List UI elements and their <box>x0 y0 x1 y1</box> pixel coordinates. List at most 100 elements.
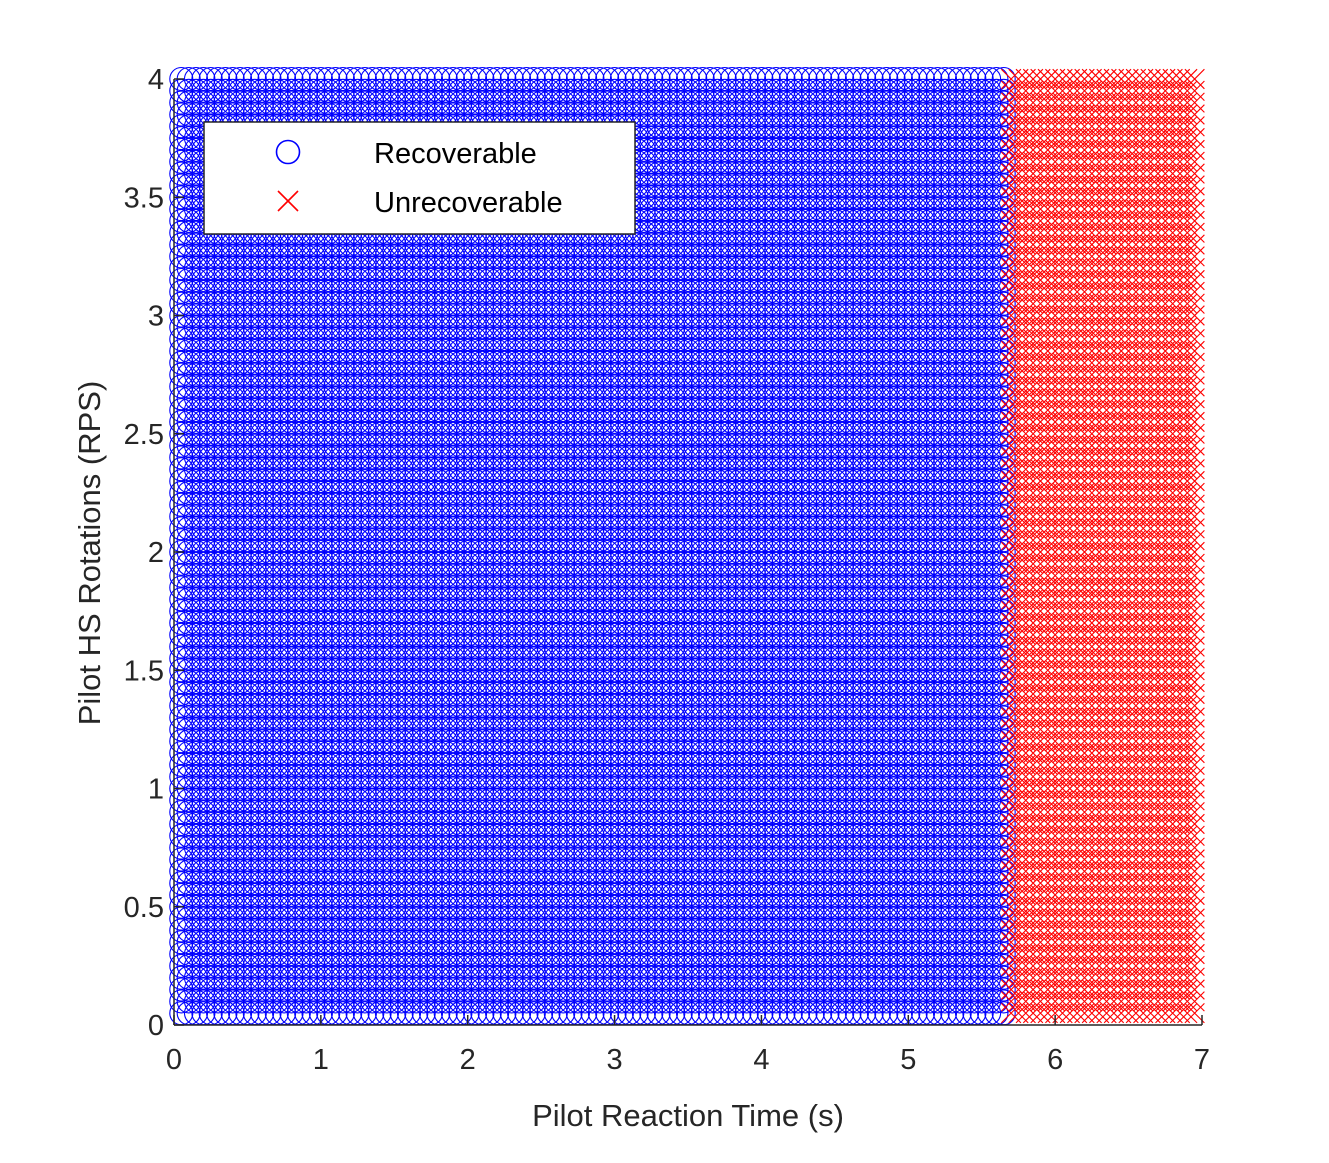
data-point-recoverable <box>264 918 289 943</box>
data-point-recoverable <box>631 953 656 978</box>
data-point-recoverable <box>734 989 759 1014</box>
data-point-recoverable <box>565 953 590 978</box>
data-point-recoverable <box>888 941 913 967</box>
data-point-recoverable <box>639 941 664 967</box>
data-point-recoverable <box>639 906 664 931</box>
data-point-recoverable <box>631 965 656 990</box>
data-point-recoverable <box>183 930 209 955</box>
data-point-recoverable <box>837 989 862 1014</box>
data-point-recoverable <box>418 989 444 1014</box>
data-point-recoverable <box>206 894 231 919</box>
data-point-recoverable <box>543 977 568 1002</box>
data-point-recoverable <box>756 953 781 978</box>
data-point-recoverable <box>918 977 943 1002</box>
data-point-recoverable <box>881 941 906 967</box>
data-point-recoverable <box>830 930 855 955</box>
data-point-recoverable <box>764 918 789 943</box>
data-point-recoverable <box>448 941 473 967</box>
data-point-recoverable <box>705 918 730 943</box>
data-point-recoverable <box>440 989 466 1014</box>
data-point-recoverable <box>382 930 407 955</box>
data-point-recoverable <box>499 977 524 1002</box>
data-point-recoverable <box>756 906 781 931</box>
data-point-recoverable <box>602 977 627 1002</box>
data-point-recoverable <box>580 953 605 978</box>
data-point-recoverable <box>426 977 451 1002</box>
data-point-recoverable <box>257 906 282 931</box>
data-point-recoverable <box>543 953 568 978</box>
data-point-recoverable <box>800 918 825 943</box>
data-point-recoverable <box>536 894 561 919</box>
data-point-recoverable <box>316 894 341 919</box>
data-point-recoverable <box>639 977 664 1002</box>
data-point-recoverable <box>228 918 253 943</box>
data-point-recoverable <box>881 930 906 955</box>
data-point-recoverable <box>624 894 649 919</box>
data-point-recoverable <box>529 941 554 967</box>
data-point-recoverable <box>250 965 275 990</box>
data-point-recoverable <box>683 977 708 1002</box>
data-point-recoverable <box>191 906 216 931</box>
data-point-recoverable <box>551 930 576 955</box>
data-point-recoverable <box>360 930 385 955</box>
data-point-recoverable <box>969 953 994 978</box>
data-point-recoverable <box>257 894 282 919</box>
data-point-recoverable <box>463 894 488 919</box>
data-point-recoverable <box>499 894 524 919</box>
data-point-recoverable <box>653 941 679 967</box>
data-point-recoverable <box>675 977 701 1002</box>
data-point-recoverable <box>477 953 502 978</box>
data-point-recoverable <box>903 930 928 955</box>
data-point-recoverable <box>756 930 781 955</box>
data-point-recoverable <box>954 965 980 990</box>
data-point-recoverable <box>727 906 752 931</box>
data-point-recoverable <box>573 965 598 990</box>
data-point-recoverable <box>183 977 209 1002</box>
data-point-recoverable <box>874 965 899 990</box>
data-point-recoverable <box>742 930 767 955</box>
data-point-recoverable <box>345 918 370 943</box>
data-point-recoverable <box>977 953 1002 978</box>
data-point-recoverable <box>844 918 869 943</box>
data-point-recoverable <box>617 989 642 1014</box>
data-point-recoverable <box>191 965 216 990</box>
data-point-recoverable <box>602 989 627 1014</box>
data-point-recoverable <box>609 906 634 931</box>
data-point-recoverable <box>800 941 825 967</box>
series-recoverable <box>169 66 1016 1026</box>
data-point-recoverable <box>668 906 693 931</box>
data-point-recoverable <box>830 977 855 1002</box>
data-point-recoverable <box>749 941 774 967</box>
data-point-recoverable <box>426 989 451 1014</box>
data-point-recoverable <box>272 894 297 919</box>
data-point-recoverable <box>808 918 833 943</box>
data-point-recoverable <box>881 918 906 943</box>
data-point-recoverable <box>330 906 355 931</box>
data-point-recoverable <box>250 894 275 919</box>
data-point-recoverable <box>984 930 1009 955</box>
data-point-recoverable <box>742 977 767 1002</box>
data-point-recoverable <box>639 930 664 955</box>
data-point-recoverable <box>477 965 502 990</box>
data-point-recoverable <box>316 941 341 967</box>
data-point-recoverable <box>543 894 568 919</box>
data-point-recoverable <box>433 953 458 978</box>
data-point-recoverable <box>800 953 825 978</box>
data-point-recoverable <box>874 941 899 967</box>
data-point-recoverable <box>470 894 495 919</box>
data-point-recoverable <box>778 953 803 978</box>
data-point-recoverable <box>609 977 634 1002</box>
data-point-recoverable <box>771 965 796 990</box>
data-point-recoverable <box>470 941 495 967</box>
data-point-recoverable <box>206 918 231 943</box>
data-point-recoverable <box>749 906 774 931</box>
data-point-recoverable <box>888 918 913 943</box>
data-point-recoverable <box>984 906 1009 931</box>
data-point-recoverable <box>874 989 899 1014</box>
data-point-recoverable <box>756 894 781 919</box>
data-point-recoverable <box>639 965 664 990</box>
data-point-recoverable <box>991 918 1016 943</box>
data-point-recoverable <box>206 930 231 955</box>
data-point-recoverable <box>558 894 583 919</box>
data-point-recoverable <box>183 989 209 1014</box>
